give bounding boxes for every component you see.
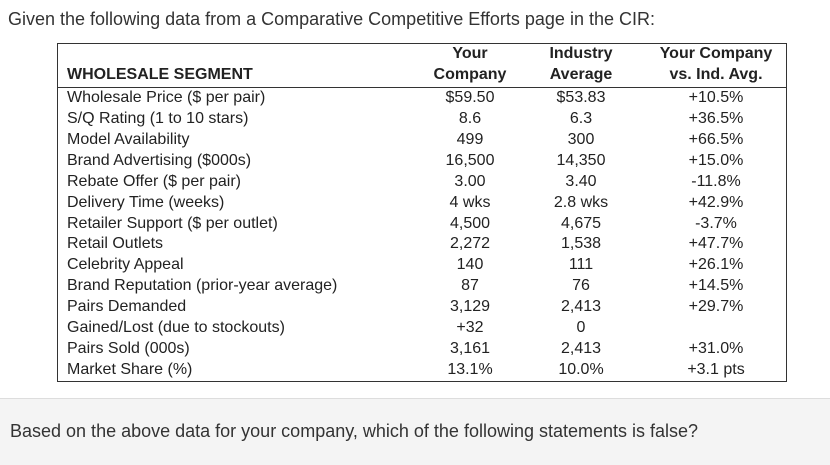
cell: 4,500 [449,214,491,232]
cell: 111 [568,256,594,274]
corner-header: WHOLESALE SEGMENT [67,66,253,83]
header-rule [57,87,787,88]
column-header: Company [433,66,507,83]
row-label: Retail Outlets [67,235,164,253]
row-label: Pairs Demanded [67,298,187,316]
row-label: Pairs Sold (000s) [67,340,190,358]
table-border [57,43,787,382]
column-header: Industry [549,45,613,62]
cell: 87 [461,277,479,295]
cell: 4,675 [560,214,602,232]
row-label: Rebate Offer ($ per pair) [67,172,242,190]
cell: +26.1% [688,256,744,274]
cell: $59.50 [445,89,495,106]
cell: 1,538 [560,235,602,253]
cell: 2.8 wks [553,193,609,211]
cell: -11.8% [691,172,741,190]
cell: 3.40 [565,172,597,190]
cell: +47.7% [688,235,744,253]
cell: +3.1 pts [687,361,745,378]
row-label: S/Q Rating (1 to 10 stars) [67,109,249,127]
cell: 14,350 [556,151,606,169]
cell: +36.5% [688,109,744,127]
column-header: Your [452,45,488,62]
question-band [0,398,830,465]
cell: 4 wks [449,193,491,211]
cell: 2,413 [560,298,602,316]
cell: 3,161 [449,340,491,358]
row-label: Retailer Support ($ per outlet) [67,214,278,232]
row-label: Wholesale Price ($ per pair) [67,89,266,106]
cell: 3.00 [454,172,486,190]
cell: 2,413 [560,340,602,358]
cell: 6.3 [569,109,593,127]
cell: +14.5% [688,277,744,295]
cell: +10.5% [688,89,744,106]
row-label: Brand Advertising ($000s) [67,151,252,169]
cell: 3,129 [449,298,491,316]
cell: 499 [456,130,484,148]
question: Based on the above data for your company… [10,421,699,441]
row-label: Celebrity Appeal [67,256,184,274]
cell: +15.0% [688,151,744,169]
row-label: Brand Reputation (prior-year average) [67,277,338,295]
intro: Given the following data from a Comparat… [8,9,655,29]
cell: 16,500 [445,151,495,169]
row-label: Market Share (%) [67,361,193,378]
cell: $53.83 [556,89,606,106]
cell: 0 [576,319,586,337]
cell: 300 [567,130,595,148]
cell: 13.1% [447,361,493,378]
cell: 76 [572,277,590,295]
row-label: Gained/Lost (due to stockouts) [67,319,285,337]
cell: 10.0% [558,361,604,378]
row-label: Delivery Time (weeks) [67,193,225,211]
cell: 2,272 [449,235,491,253]
row-label: Model Availability [67,130,190,148]
cell: -3.7% [695,214,737,232]
cell: 140 [456,256,484,274]
cell: +66.5% [688,130,744,148]
column-header: Your Company [659,45,773,62]
cell: +32 [456,319,484,337]
cell: 8.6 [458,109,482,127]
cell: +29.7% [688,298,744,316]
cell: +42.9% [688,193,744,211]
column-header: Average [549,66,613,83]
column-header: vs. Ind. Avg. [669,66,763,83]
cell: +31.0% [688,340,744,358]
